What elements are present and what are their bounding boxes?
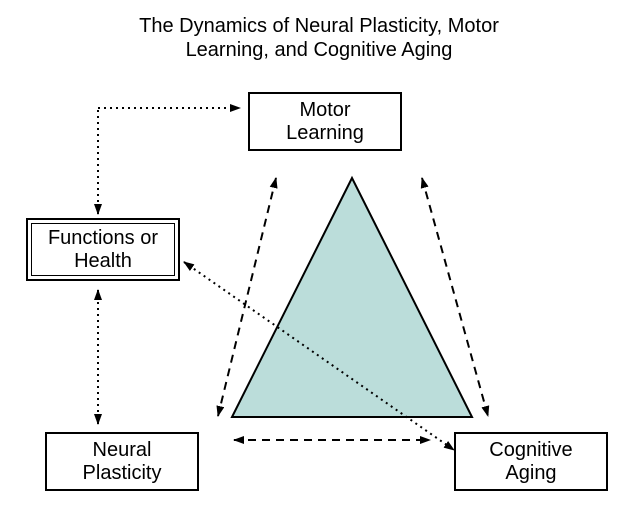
node-motor-line1: Motor: [299, 99, 350, 121]
node-neural-plasticity: Neural Plasticity: [45, 432, 199, 491]
node-neural-line1: Neural: [93, 439, 152, 461]
title-line-2: Learning, and Cognitive Aging: [186, 39, 453, 61]
node-cognitive-line1: Cognitive: [489, 439, 572, 461]
node-cognitive-aging: Cognitive Aging: [454, 432, 608, 491]
arrow-motor-cognitive: [422, 178, 488, 416]
node-cognitive-line2: Aging: [505, 462, 556, 484]
node-motor-learning: Motor Learning: [248, 92, 402, 151]
node-functions-health: Functions or Health: [26, 218, 180, 281]
diagram-title: The Dynamics of Neural Plasticity, Motor…: [0, 14, 638, 62]
node-motor-line2: Learning: [286, 122, 364, 144]
arrow-functions-cognitive: [184, 262, 454, 450]
node-functions-line1: Functions or: [48, 227, 158, 249]
diagram-canvas: The Dynamics of Neural Plasticity, Motor…: [0, 0, 638, 507]
title-line-1: The Dynamics of Neural Plasticity, Motor: [139, 15, 499, 37]
node-functions-line2: Health: [74, 250, 132, 272]
node-neural-line2: Plasticity: [83, 462, 162, 484]
center-triangle: [232, 178, 472, 417]
arrow-motor-neural: [218, 178, 276, 416]
